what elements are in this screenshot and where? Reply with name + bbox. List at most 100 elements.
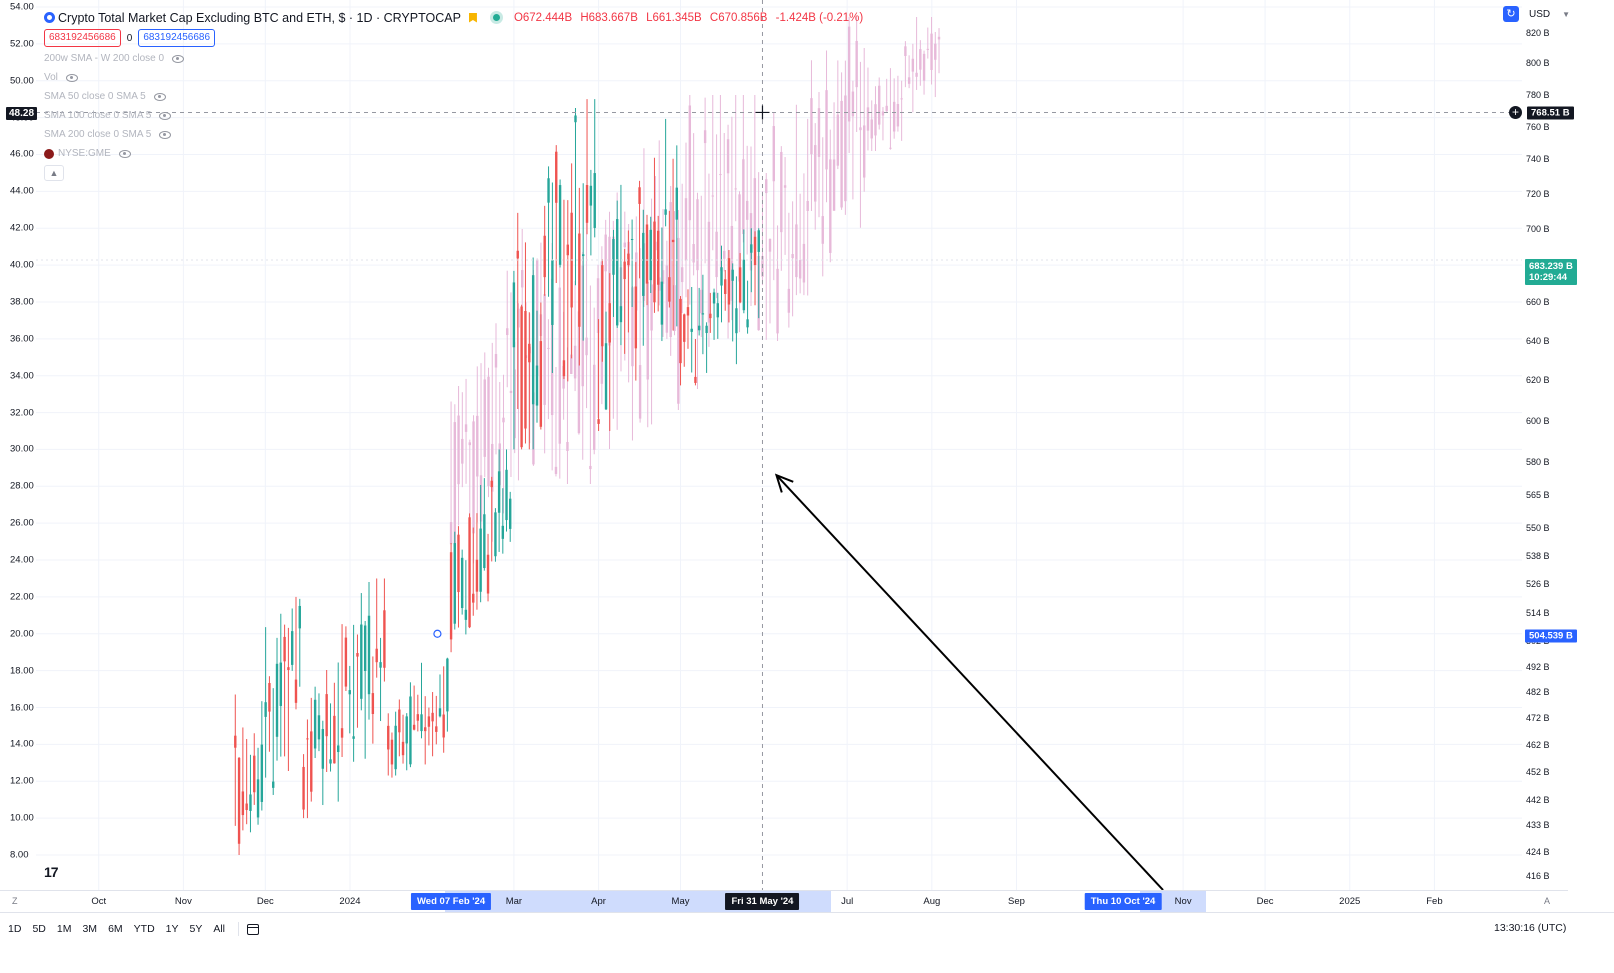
range-button-all[interactable]: All <box>213 923 226 935</box>
collapse-legend-button[interactable]: ▲ <box>44 165 64 181</box>
range-button-1y[interactable]: 1Y <box>165 923 179 935</box>
left-price-scale[interactable]: 54.0052.0050.0048.0046.0044.0042.0040.00… <box>0 0 36 890</box>
candle-body <box>475 559 479 592</box>
ghost-candle-body <box>638 365 642 419</box>
ghost-candle-body <box>817 108 821 157</box>
currency-selector[interactable]: ↻ USD ▼ <box>1503 6 1570 22</box>
left-scale-tick: 30.00 <box>10 443 34 455</box>
eye-icon[interactable] <box>118 149 131 158</box>
indicator-vol[interactable]: Vol <box>44 68 868 87</box>
range-selector: 1D 5D 1M 3M 6M YTD 1Y 5Y All <box>8 922 260 936</box>
chart-area[interactable] <box>0 0 1568 912</box>
eye-icon[interactable] <box>159 111 172 120</box>
range-button-ytd[interactable]: YTD <box>133 923 155 935</box>
eye-icon[interactable] <box>65 73 78 82</box>
price-chart[interactable] <box>0 0 1568 890</box>
tradingview-logo[interactable]: 17 <box>44 864 59 880</box>
right-scale-tick: 472 B <box>1526 713 1550 723</box>
right-scale-tick: 600 B <box>1526 416 1550 426</box>
ghost-candle-body <box>700 289 703 314</box>
candle-body <box>524 310 527 429</box>
flag-icon[interactable] <box>468 12 477 23</box>
right-scale-tick: 760 B <box>1526 122 1550 132</box>
indicator-label: SMA 200 close 0 SMA 5 <box>44 129 152 140</box>
range-button-3m[interactable]: 3M <box>82 923 98 935</box>
ghost-candle-body <box>517 308 520 328</box>
candle-body <box>716 303 719 318</box>
last-price-value: 683.239 B <box>1529 261 1573 272</box>
candle-body <box>585 184 589 223</box>
eye-icon[interactable] <box>172 54 185 63</box>
ghost-candle-body <box>509 390 513 394</box>
ghost-candle-body <box>765 179 768 194</box>
eye-icon[interactable] <box>159 130 172 139</box>
candle-body <box>578 233 581 327</box>
indicator-sma-50[interactable]: SMA 50 close 0 SMA 5 <box>44 87 868 106</box>
range-button-1d[interactable]: 1D <box>8 923 22 935</box>
change-value: -1.424B (-0.21%) <box>775 11 864 24</box>
right-scale-tick: 660 B <box>1526 297 1550 307</box>
time-axis[interactable]: Z A Oct Nov Dec 2024 Mar Apr May Jul Aug Sep Nov De… <box>0 890 1568 913</box>
candle-body <box>290 631 294 665</box>
calendar-icon[interactable] <box>247 923 260 935</box>
candle-body <box>497 471 501 513</box>
left-scale-tick: 46.00 <box>10 148 34 160</box>
candle-body <box>412 724 416 730</box>
buy-value-box[interactable]: 683192456686 <box>138 29 216 47</box>
chart-legend: Crypto Total Market Cap Excluding BTC an… <box>44 8 868 181</box>
ghost-candle-body <box>543 294 546 405</box>
ghost-candle-body <box>558 287 561 444</box>
ghost-candle-body <box>680 267 684 283</box>
candle-body <box>356 653 359 657</box>
ghost-candle-body <box>604 234 607 272</box>
ghost-candle-body <box>742 159 745 235</box>
range-button-6m[interactable]: 6M <box>108 923 123 935</box>
range-button-5d[interactable]: 5D <box>32 923 46 935</box>
date-badge-crosshair: Fri 31 May '24 <box>725 893 800 910</box>
auto-scale-button[interactable]: A <box>1544 896 1551 906</box>
right-scale-tick: 780 B <box>1526 90 1550 100</box>
range-button-5y[interactable]: 5Y <box>189 923 203 935</box>
ghost-candle-body <box>881 111 885 116</box>
ghost-candle-body <box>476 415 479 477</box>
right-crosshair-label: 768.51 B <box>1527 106 1574 120</box>
candle-body <box>394 725 397 770</box>
candle-body <box>581 254 585 257</box>
utc-clock[interactable]: 13:30:16 (UTC) <box>1494 922 1567 934</box>
candle-body <box>627 253 630 266</box>
candle-body <box>709 313 712 319</box>
blue-price-label: 504.539 B <box>1525 629 1577 643</box>
range-button-1m[interactable]: 1M <box>56 923 72 935</box>
candle-body <box>321 729 325 769</box>
left-scale-tick: 16.00 <box>10 702 34 714</box>
candle-body <box>574 115 577 123</box>
eye-icon[interactable] <box>153 92 166 101</box>
candle-body <box>664 209 667 215</box>
candle-body <box>275 663 279 737</box>
indicator-gme[interactable]: NYSE:GME <box>44 144 868 163</box>
ghost-candle-body <box>791 254 794 259</box>
time-tick: Mar <box>505 896 523 907</box>
ghost-candle-body <box>596 278 600 333</box>
ghost-candle-body <box>506 328 509 336</box>
right-scale-tick: 482 B <box>1526 687 1550 697</box>
indicator-sma-200[interactable]: SMA 200 close 0 SMA 5 <box>44 125 868 144</box>
indicator-sma-100[interactable]: SMA 100 close 0 SMA 5 <box>44 106 868 125</box>
symbol-title[interactable]: Crypto Total Market Cap Excluding BTC an… <box>58 10 461 25</box>
candle-body <box>409 696 412 765</box>
zoom-button[interactable]: Z <box>12 896 18 906</box>
candle-body <box>483 514 486 569</box>
candle-body <box>442 714 445 738</box>
candle-body <box>453 543 456 624</box>
indicator-sma-200w[interactable]: 200w SMA - W 200 close 0 <box>44 49 868 68</box>
time-tick: Feb <box>1426 896 1443 907</box>
candle-body <box>494 512 497 557</box>
sell-value-box[interactable]: 683192456686 <box>44 29 121 47</box>
ghost-candle-body <box>825 90 828 170</box>
candle-body <box>306 738 309 740</box>
candle-body <box>371 693 375 714</box>
add-alert-icon[interactable]: + <box>1509 106 1522 119</box>
candle-body <box>638 187 641 204</box>
right-price-scale[interactable]: 820 B 800 B 780 B 760 B 740 B 720 B 700 B 660 B… <box>1522 0 1568 890</box>
sync-icon[interactable]: ↻ <box>1503 6 1519 22</box>
